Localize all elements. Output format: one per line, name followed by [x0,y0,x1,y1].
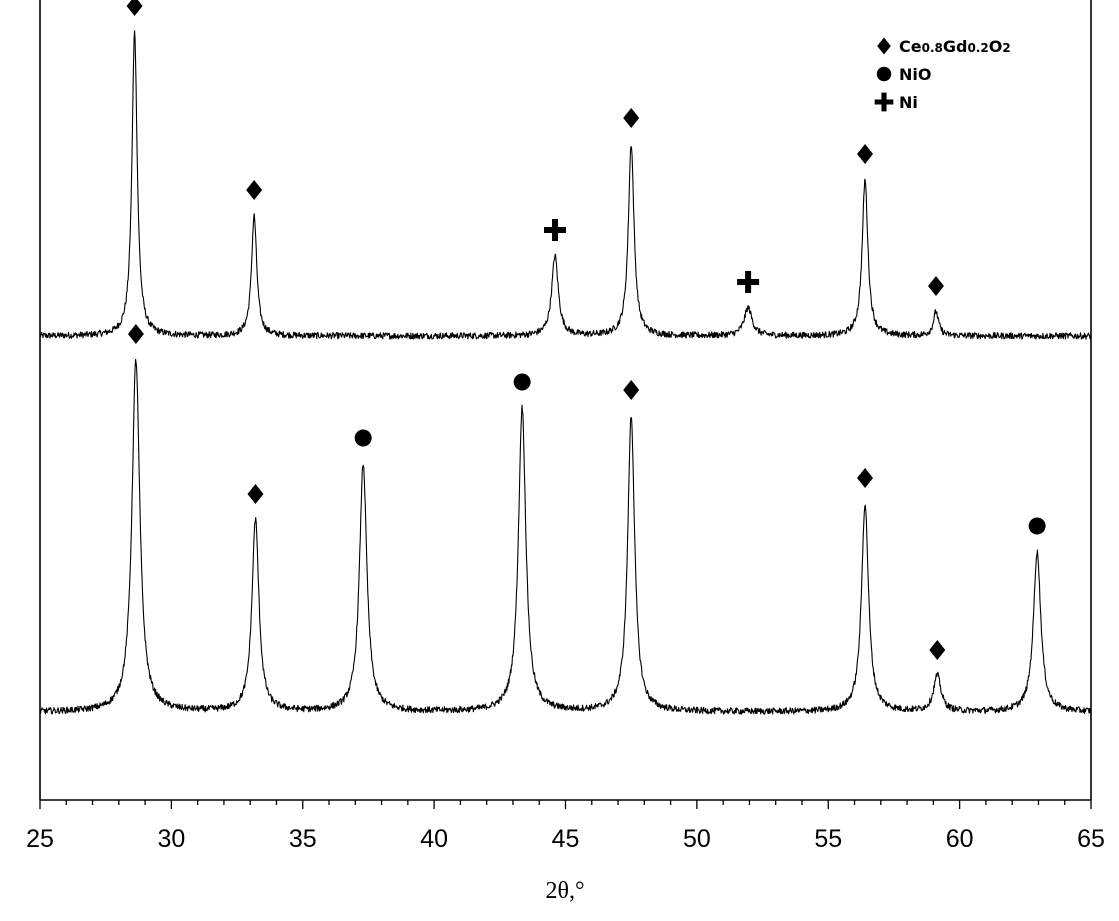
peak-marker-diamond [927,276,944,296]
peak-marker-cross [737,271,760,293]
series-line-2 [39,358,1092,715]
legend-entry: Ni [874,92,918,112]
peak-marker-diamond [929,640,946,660]
peak-marker-diamond [126,0,143,16]
peak-marker-circle [513,373,531,391]
x-tick-label: 45 [552,825,580,853]
x-axis-title: 2θ,° [545,878,584,904]
legend-marker-diamond [877,37,891,55]
legend-label: Ce0.8Gd0.2O2 [899,37,1011,56]
legend-label: NiO [899,65,931,84]
peak-marker-diamond [857,468,874,488]
legend-entry: Ce0.8Gd0.2O2 [877,37,1011,56]
x-axis-ticks [39,800,1092,809]
legend: Ce0.8Gd0.2O2 NiO Ni [874,37,1011,112]
legend-label: Ni [899,93,918,112]
x-tick-label: 30 [157,825,185,853]
peak-marker-circle [1028,517,1046,535]
x-tick-label: 35 [289,825,317,853]
peak-marker-diamond [857,144,874,164]
x-axis-tick-labels: 25 30 35 40 45 50 55 60 65 [26,825,1105,853]
x-tick-label: 40 [420,825,448,853]
peak-marker-diamond [127,324,144,344]
peak-markers [126,0,1046,660]
x-tick-label: 25 [26,825,54,853]
legend-marker-cross [874,92,894,112]
series-line-1 [39,30,1092,340]
legend-entry: NiO [876,65,931,84]
peak-marker-diamond [246,180,263,200]
plot-frame [39,0,1092,801]
peak-marker-circle [354,429,372,447]
peak-marker-cross [543,219,566,241]
peak-marker-diamond [623,108,640,128]
legend-marker-circle [876,66,892,82]
x-tick-label: 55 [814,825,842,853]
x-tick-label: 65 [1077,825,1105,853]
peak-marker-diamond [247,484,264,504]
x-tick-label: 60 [946,825,974,853]
x-tick-label: 50 [683,825,711,853]
series-layer [39,30,1092,715]
peak-marker-diamond [623,380,640,400]
